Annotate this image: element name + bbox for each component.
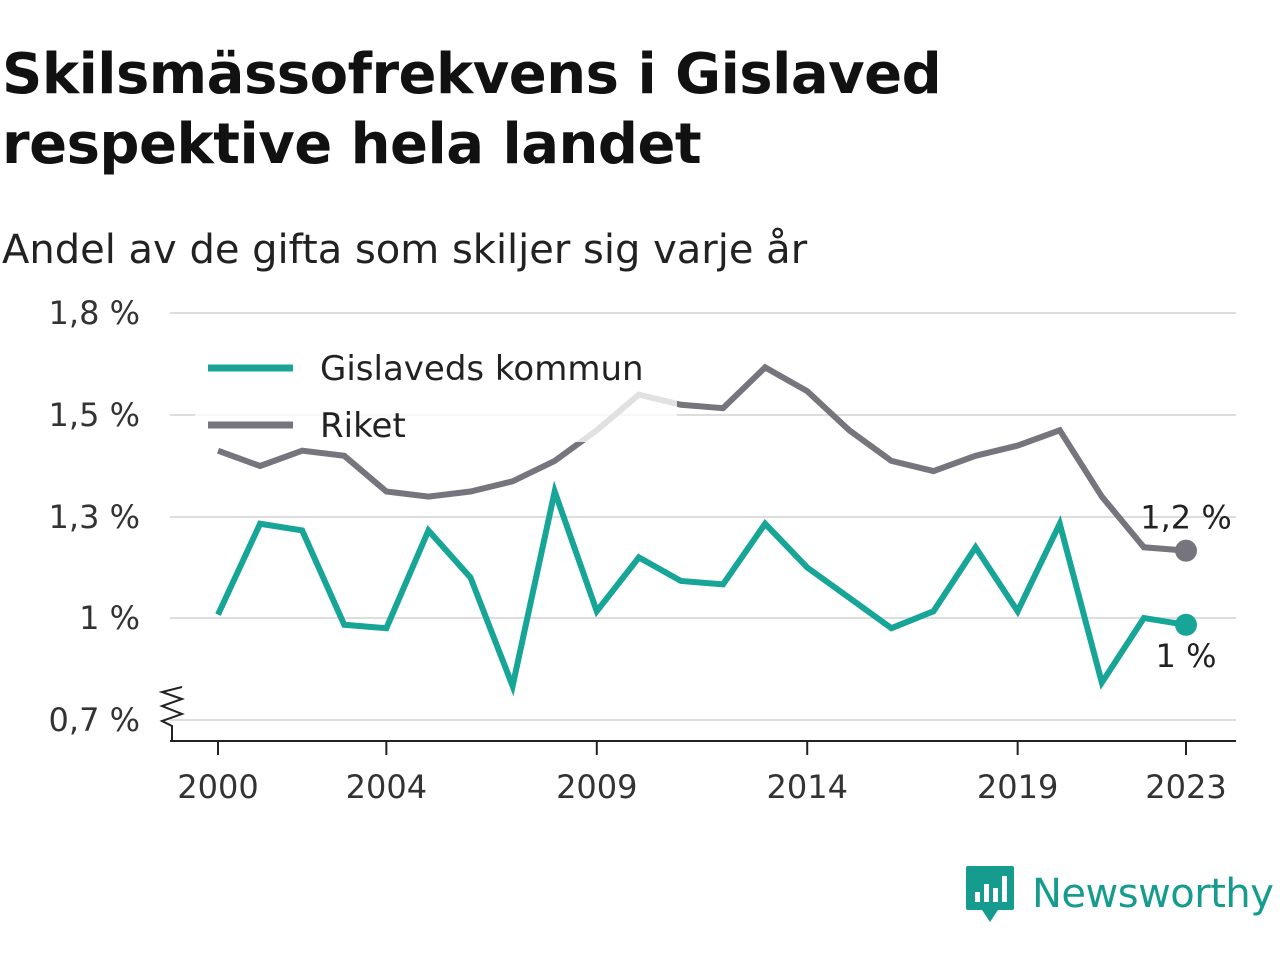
y-tick-label: 1,8 %	[49, 294, 140, 332]
y-axis-break	[158, 686, 186, 741]
series-end-point	[1175, 613, 1197, 636]
legend: Gislaveds kommun Riket	[195, 338, 677, 446]
x-axis-ticks: 2000 2004 2009 2014 2019 2023	[177, 741, 1227, 806]
chart-subtitle: Andel av de gifta som skiljer sig varje …	[2, 227, 808, 273]
legend-label: Gislaveds kommun	[320, 349, 644, 389]
series-line-gislaved	[215, 480, 1187, 697]
newsworthy-logo-icon	[966, 866, 1014, 922]
series-line-riket	[216, 363, 1187, 554]
end-labels: 1,2 % 1 %	[1140, 499, 1231, 675]
x-axis	[158, 686, 1236, 742]
newsworthy-logo: Newsworthy	[964, 864, 1274, 924]
end-label-riket: 1,2 %	[1140, 499, 1231, 537]
newsworthy-logo-text: Newsworthy	[1032, 871, 1274, 917]
x-tick-label: 2023	[1145, 768, 1226, 806]
y-tick-label: 1,3 %	[49, 498, 140, 536]
y-tick-label: 1 %	[79, 599, 140, 637]
y-tick-label: 1,5 %	[49, 396, 140, 434]
series-end-point	[1175, 539, 1197, 562]
y-tick-label: 0,7 %	[49, 701, 140, 739]
y-axis-ticks: 0,7 % 1 % 1,3 % 1,5 % 1,8 %	[49, 294, 140, 739]
end-label-gislaved: 1 %	[1156, 637, 1217, 675]
x-tick-label: 2000	[177, 768, 258, 806]
legend-label: Riket	[320, 406, 406, 446]
x-tick-label: 2019	[977, 768, 1058, 806]
x-tick-label: 2004	[346, 768, 427, 806]
gridlines	[170, 312, 1236, 721]
chart-title: Skilsmässofrekvens i Gislaved respektive…	[2, 42, 942, 177]
series-lines	[215, 363, 1197, 697]
x-tick-label: 2014	[766, 768, 847, 806]
x-tick-label: 2009	[556, 768, 637, 806]
